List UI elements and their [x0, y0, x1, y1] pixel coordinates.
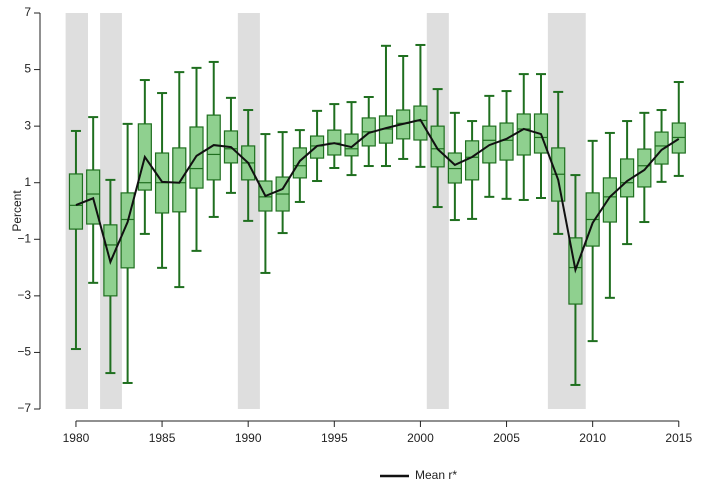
x-tick-label: 1995: [321, 431, 348, 445]
x-tick-label: 1985: [149, 431, 176, 445]
box: [344, 133, 359, 157]
box: [172, 147, 187, 213]
box: [464, 140, 480, 181]
y-tick-label: 1: [24, 175, 31, 189]
box: [602, 177, 617, 223]
y-tick-label: −5: [17, 345, 31, 359]
legend-label: Mean r*: [415, 468, 457, 482]
box: [206, 114, 221, 181]
y-tick-label: 3: [24, 118, 31, 132]
box: [430, 125, 445, 168]
y-tick-label: −7: [17, 401, 31, 415]
x-tick-label: 2000: [407, 431, 434, 445]
box: [654, 131, 669, 165]
x-tick-label: 2005: [493, 431, 520, 445]
recession-band: [547, 13, 586, 409]
y-tick-label: −1: [17, 231, 31, 245]
box: [292, 147, 307, 179]
mean-line: [75, 118, 680, 274]
y-tick-label: 5: [24, 62, 31, 76]
recession-band: [426, 13, 449, 409]
x-tick-label: 1980: [63, 431, 90, 445]
box: [516, 113, 531, 156]
box: [637, 148, 652, 188]
y-axis-label: Percent: [10, 190, 24, 232]
y-tick-label: 7: [24, 5, 31, 19]
x-tick-label: 2010: [579, 431, 606, 445]
x-tick-label: 1990: [235, 431, 262, 445]
x-tick-label: 2015: [665, 431, 692, 445]
box: [68, 173, 84, 230]
y-tick-label: −3: [17, 288, 31, 302]
box: [413, 105, 428, 141]
